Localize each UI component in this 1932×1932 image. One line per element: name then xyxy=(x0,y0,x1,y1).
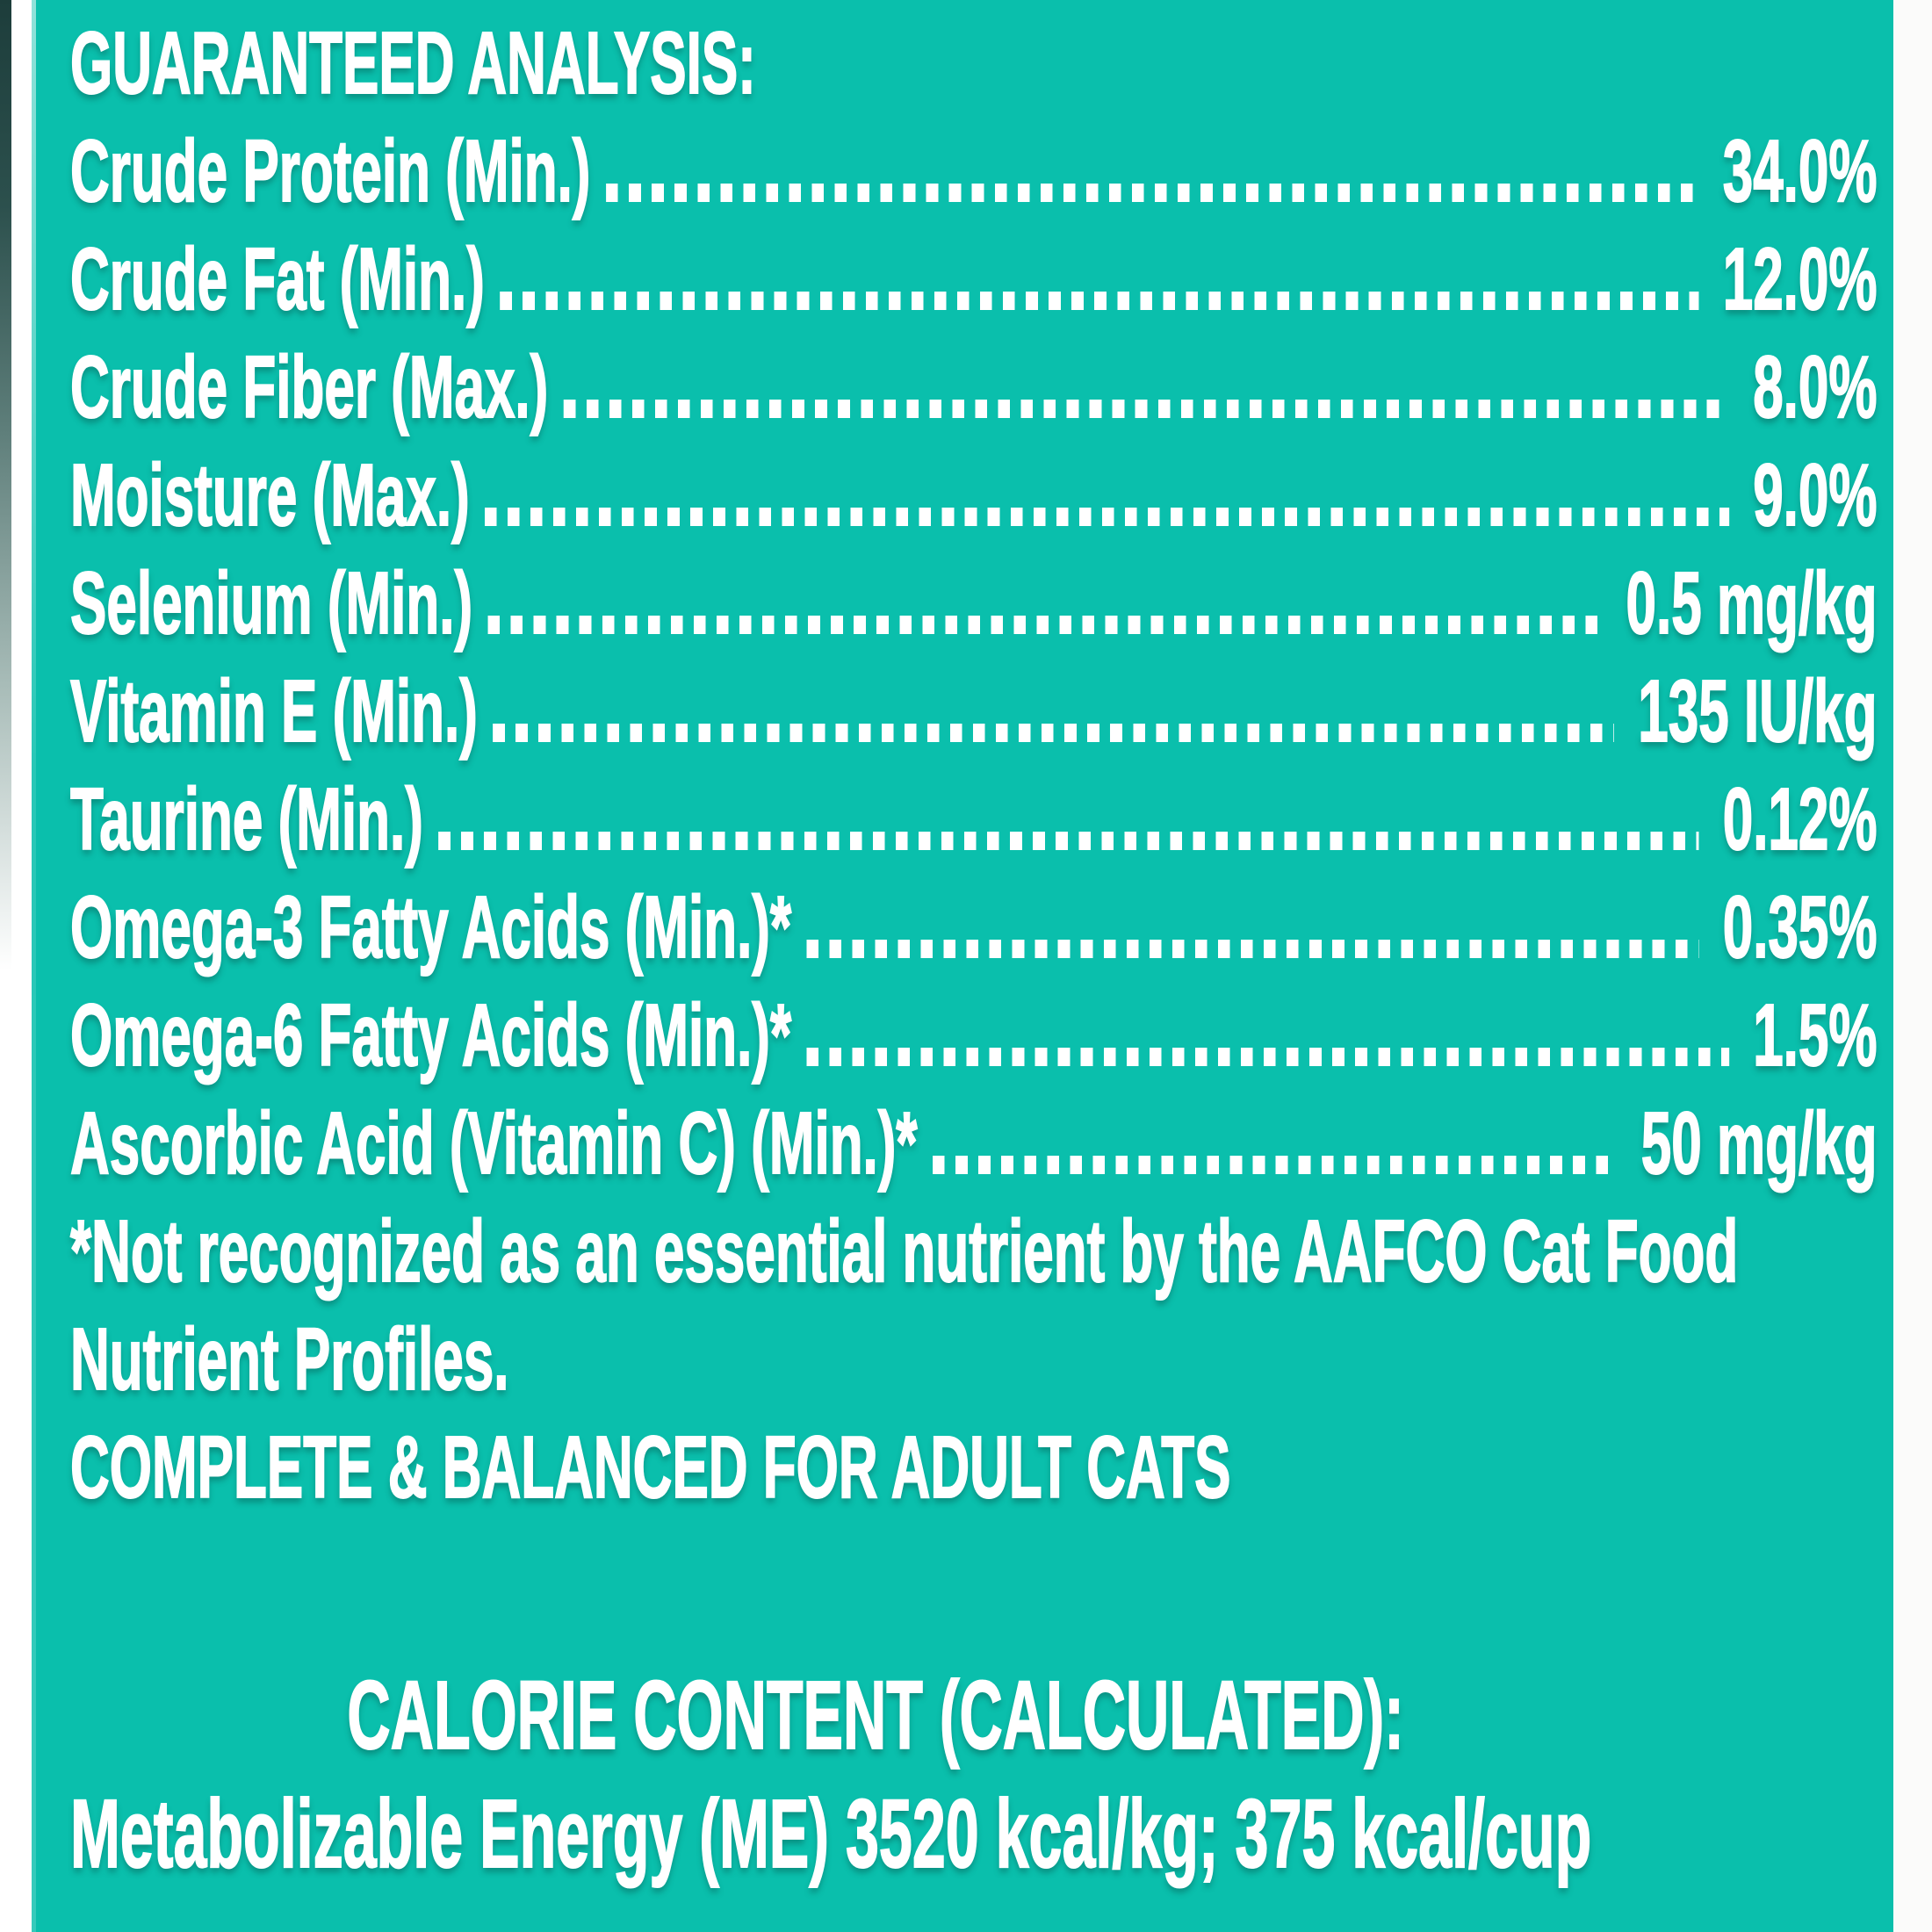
nutrient-value: 1.5% xyxy=(1753,985,1878,1085)
dot-leader xyxy=(605,184,1699,202)
analysis-row: Omega-6 Fatty Acids (Min.)* 1.5% xyxy=(69,982,1878,1090)
dot-leader xyxy=(485,508,1729,526)
nutrient-name: Ascorbic Acid (Vitamin C) (Min.)* xyxy=(69,1093,918,1193)
footnote-line-1: *Not recognized as an essential nutrient… xyxy=(69,1201,1739,1301)
nutrient-name: Selenium (Min.) xyxy=(69,553,473,653)
nutrient-name: Crude Fat (Min.) xyxy=(69,229,485,329)
panel-title: GUARANTEED ANALYSIS: xyxy=(69,13,756,113)
panel-edge-highlight xyxy=(32,0,36,1932)
metabolizable-energy-line: Metabolizable Energy (ME) 3520 kcal/kg; … xyxy=(69,1779,1592,1889)
dot-leader xyxy=(500,292,1699,310)
analysis-row: Crude Protein (Min.) 34.0% xyxy=(69,118,1878,226)
dot-leader xyxy=(493,724,1614,742)
nutrient-value: 9.0% xyxy=(1753,445,1878,545)
dot-leader xyxy=(487,616,1603,634)
analysis-row: Crude Fiber (Max.) 8.0% xyxy=(69,334,1878,442)
guaranteed-analysis-panel: GUARANTEED ANALYSIS: Crude Protein (Min.… xyxy=(32,0,1893,1932)
nutrient-name: Crude Fiber (Max.) xyxy=(69,337,549,437)
dot-leader xyxy=(806,1048,1729,1066)
dot-leader xyxy=(438,832,1699,850)
analysis-row: Omega-3 Fatty Acids (Min.)* 0.35% xyxy=(69,874,1878,982)
nutrient-name: Taurine (Min.) xyxy=(69,769,423,869)
analysis-row: Vitamin E (Min.) 135 IU/kg xyxy=(69,658,1878,766)
nutrient-value: 8.0% xyxy=(1753,337,1878,437)
nutrient-value: 0.35% xyxy=(1722,877,1878,977)
nutrient-name: Omega-6 Fatty Acids (Min.)* xyxy=(69,985,792,1085)
nutrient-name: Vitamin E (Min.) xyxy=(69,661,478,761)
nutrient-value: 34.0% xyxy=(1722,121,1878,221)
right-page-margin xyxy=(1893,0,1932,1932)
left-page-margin xyxy=(0,0,32,1932)
panel-content: GUARANTEED ANALYSIS: Crude Protein (Min.… xyxy=(32,0,1893,1893)
nutrient-value: 0.12% xyxy=(1722,769,1878,869)
nutrient-value: 12.0% xyxy=(1722,229,1878,329)
analysis-row: Moisture (Max.) 9.0% xyxy=(69,442,1878,550)
analysis-row: Selenium (Min.) 0.5 mg/kg xyxy=(69,550,1878,658)
nutrient-value: 0.5 mg/kg xyxy=(1626,553,1878,653)
dot-leader xyxy=(932,1156,1618,1174)
corner-shadow xyxy=(0,0,11,1142)
dot-leader xyxy=(806,940,1699,958)
calorie-content-header: CALORIE CONTENT (CALCULATED): xyxy=(347,1661,1405,1770)
analysis-row: Taurine (Min.) 0.12% xyxy=(69,766,1878,874)
nutrient-value: 50 mg/kg xyxy=(1640,1093,1878,1193)
nutrient-value: 135 IU/kg xyxy=(1638,661,1878,761)
analysis-row: Ascorbic Acid (Vitamin C) (Min.)* 50 mg/… xyxy=(69,1090,1878,1198)
complete-balanced-statement: COMPLETE & BALANCED FOR ADULT CATS xyxy=(69,1417,1231,1517)
dot-leader xyxy=(563,400,1729,418)
footnote-line-2: Nutrient Profiles. xyxy=(69,1309,509,1409)
analysis-row: Crude Fat (Min.) 12.0% xyxy=(69,226,1878,334)
nutrient-name: Crude Protein (Min.) xyxy=(69,121,591,221)
nutrient-name: Omega-3 Fatty Acids (Min.)* xyxy=(69,877,792,977)
nutrient-name: Moisture (Max.) xyxy=(69,445,470,545)
